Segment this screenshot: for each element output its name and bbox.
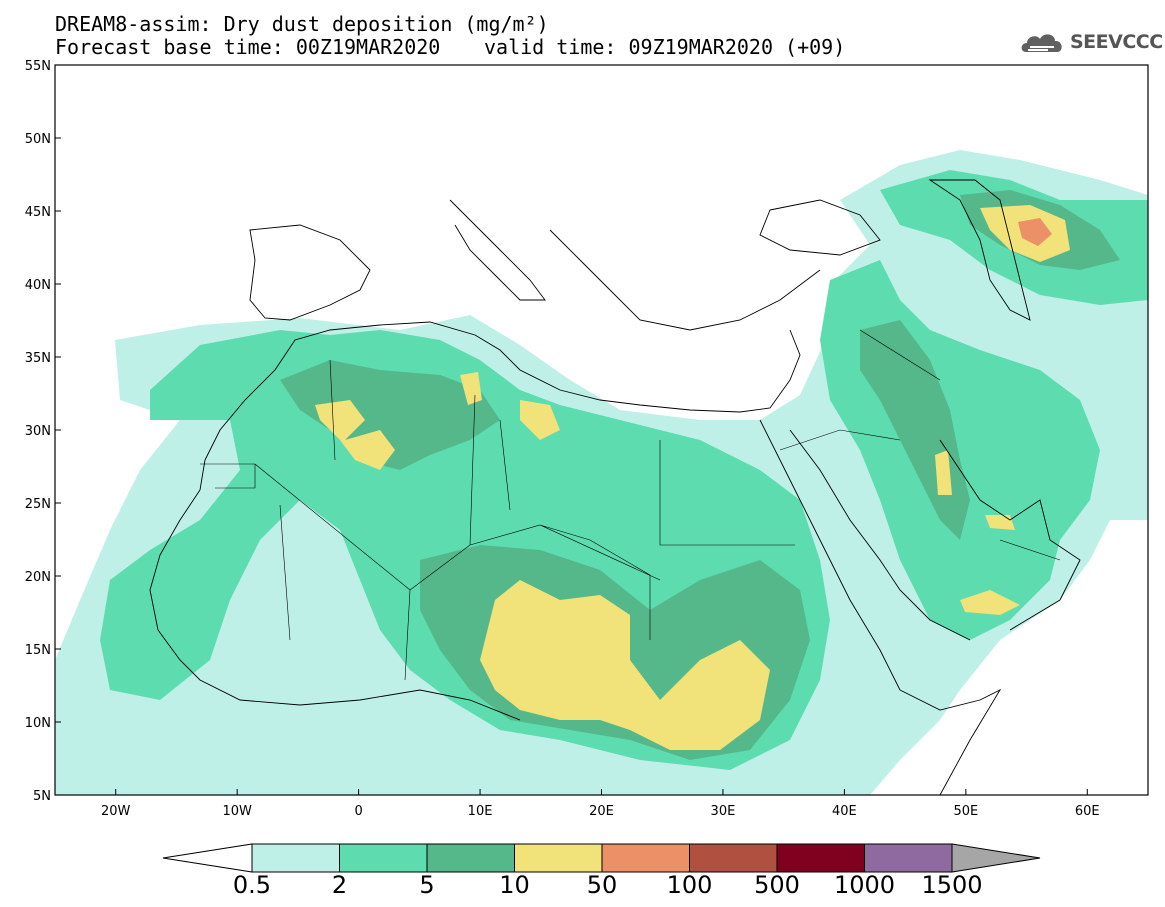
lon-label: 20E	[589, 804, 614, 819]
colorbar-box	[776, 843, 865, 873]
coastline-caspian	[928, 179, 1031, 321]
colorbar-box	[514, 843, 603, 873]
lat-label: 35N	[25, 351, 51, 366]
colorbar-label: 50	[587, 871, 618, 899]
coastline-black-sea	[759, 199, 881, 256]
dust-level-10-algeria	[315, 400, 395, 470]
colorbar-box	[601, 843, 690, 873]
colorbar: 0.5 2 5 10 50 100 500 1000 1500	[162, 843, 1041, 899]
lat-label: 55N	[25, 59, 51, 74]
colorbar-label: 1500	[921, 871, 982, 899]
coastline-red-sea	[759, 419, 971, 691]
lon-label: 0	[354, 804, 362, 819]
lat-label: 40N	[25, 278, 51, 293]
colorbar-box	[689, 843, 778, 873]
seevccc-logo: SEEVCCC	[1018, 28, 1163, 56]
coastline-west-africa	[149, 459, 521, 721]
colorbar-box	[864, 843, 953, 873]
coastline-balkans	[549, 229, 821, 331]
colorbar-box	[339, 843, 428, 873]
colorbar-label: 10	[499, 871, 530, 899]
colorbar-left-arrow	[162, 843, 253, 873]
colorbar-right-arrow	[951, 843, 1041, 873]
colorbar-label: 2	[332, 871, 347, 899]
lat-label: 30N	[25, 424, 51, 439]
borders	[200, 329, 1061, 681]
colorbar-boxes	[251, 843, 953, 873]
coastline-italy	[449, 199, 546, 301]
lat-label: 50N	[25, 132, 51, 147]
lat-label: 5N	[33, 789, 51, 804]
lon-label: 40E	[832, 804, 857, 819]
coastline-iberia	[249, 224, 371, 321]
coastline-europe-africa	[204, 321, 801, 461]
longitude-axis: 20W 10W 0 10E 20E 30E 40E 50E 60E	[101, 789, 1100, 819]
colorbar-label: 100	[667, 871, 713, 899]
colorbar-label: 5	[419, 871, 434, 899]
colorbar-label: 500	[754, 871, 800, 899]
dust-level-10-arabia	[935, 450, 952, 495]
latitude-axis: 55N 50N 45N 40N 35N 30N 25N 20N 15N 10N 5N	[25, 59, 61, 804]
cloud-icon	[1021, 34, 1062, 52]
coastline-gulf	[939, 439, 1081, 631]
lat-label: 20N	[25, 570, 51, 585]
dust-level-10-libya	[520, 400, 560, 440]
dust-field	[55, 150, 1148, 795]
lon-label: 10W	[222, 804, 252, 819]
lon-label: 20W	[101, 804, 131, 819]
lon-label: 10E	[468, 804, 493, 819]
lon-label: 30E	[711, 804, 736, 819]
forecast-base-time: Forecast base time: 00Z19MAR2020	[55, 35, 441, 59]
lat-label: 45N	[25, 205, 51, 220]
border-lines	[200, 329, 1061, 681]
lat-label: 15N	[25, 643, 51, 658]
colorbar-box	[251, 843, 340, 873]
lat-label: 10N	[25, 716, 51, 731]
colorbar-box	[426, 843, 515, 873]
dust-level-10-oman	[960, 590, 1020, 615]
dust-level-50-aral	[1018, 218, 1052, 246]
colorbar-label: 0.5	[233, 871, 271, 899]
lon-label: 50E	[953, 804, 978, 819]
logo-text: SEEVCCC	[1070, 31, 1163, 53]
dust-level-10-sahel	[480, 580, 770, 750]
lat-label: 25N	[25, 497, 51, 512]
dust-level-10-tunisia	[460, 372, 482, 405]
coastlines	[149, 179, 1081, 795]
map-title: DREAM8-assim: Dry dust deposition (mg/m²…	[55, 12, 549, 36]
coastline-horn	[899, 688, 1002, 795]
dust-level-5	[280, 360, 500, 470]
colorbar-label: 1000	[834, 871, 895, 899]
lon-label: 60E	[1075, 804, 1100, 819]
colorbar-labels: 0.5 2 5 10 50 100 500 1000 1500	[233, 871, 983, 899]
valid-time: valid time: 09Z19MAR2020 (+09)	[484, 35, 846, 59]
